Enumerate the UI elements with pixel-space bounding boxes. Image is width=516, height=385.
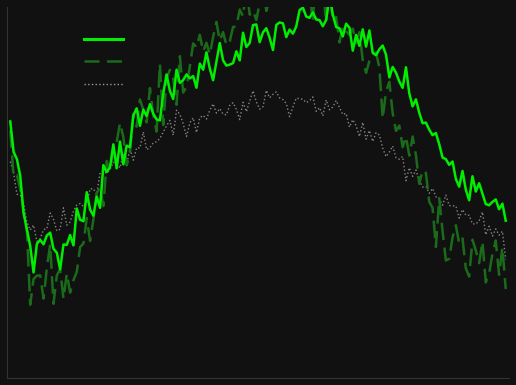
Legend: , , : , , (84, 32, 134, 91)
